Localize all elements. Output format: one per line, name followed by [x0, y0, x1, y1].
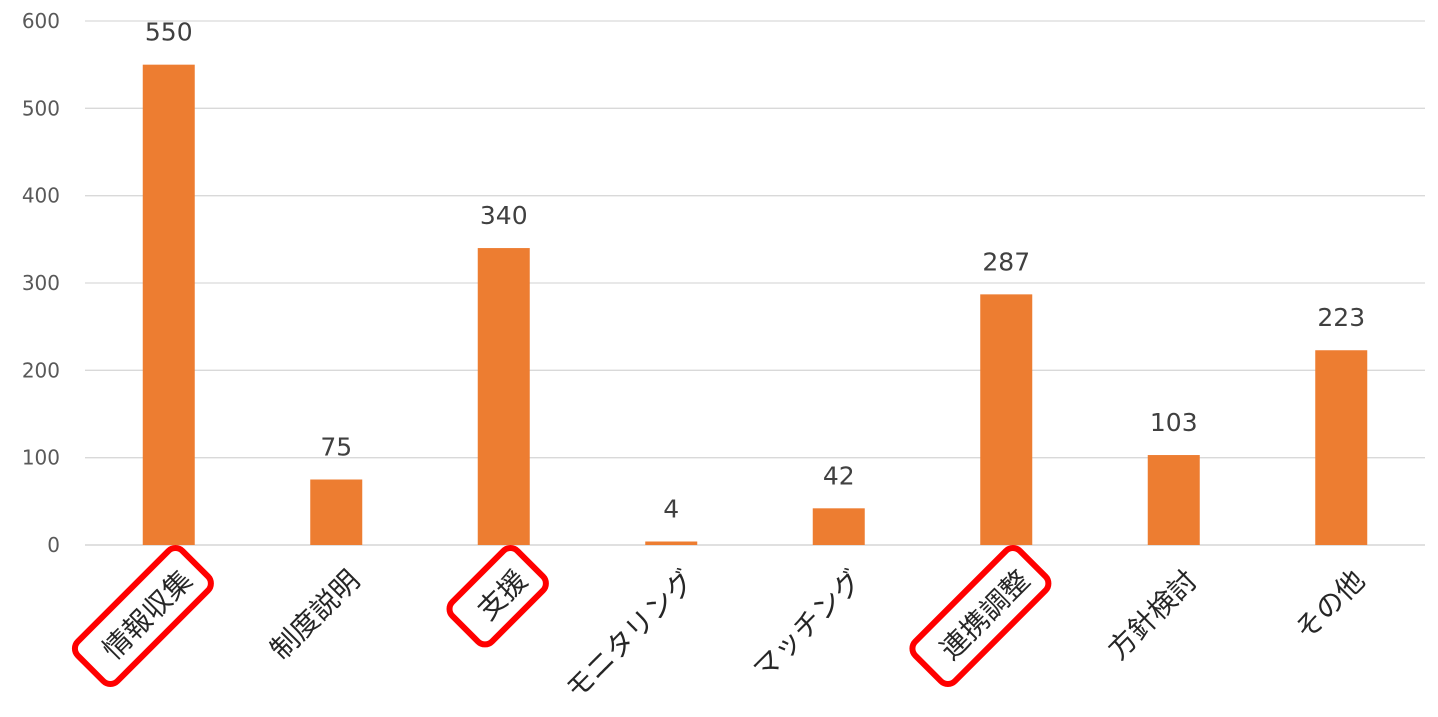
- highlight-box: [909, 545, 1052, 687]
- category-tick: その他: [1289, 564, 1372, 647]
- bar: [310, 479, 363, 545]
- category-tick: 制度説明: [264, 564, 367, 667]
- bars: [142, 64, 1368, 546]
- bar: [812, 508, 865, 545]
- category-tick: マッチング: [746, 564, 868, 686]
- y-tick-label: 400: [22, 184, 60, 208]
- highlight-box: [446, 545, 549, 648]
- y-tick-label: 600: [22, 9, 60, 33]
- data-label: 223: [1317, 303, 1365, 332]
- bar: [645, 541, 698, 545]
- category-label: モニタリング: [559, 564, 701, 706]
- data-label: 75: [320, 433, 352, 462]
- category-tick: 方針検討: [1101, 564, 1204, 667]
- highlight-box: [71, 545, 214, 687]
- category-label: マッチング: [746, 564, 868, 686]
- bar: [1147, 455, 1200, 545]
- data-label: 103: [1150, 408, 1198, 437]
- y-tick-label: 0: [47, 533, 60, 557]
- data-label: 340: [480, 201, 528, 230]
- bar: [980, 294, 1033, 545]
- bar: [1315, 350, 1368, 545]
- y-axis-ticks: 0 100 200 300 400 500 600: [22, 9, 60, 557]
- category-tick: 情報収集: [71, 545, 214, 687]
- category-labels: 情報収集 制度説明 支援 モニタリング マッチング 連携調整 方針検討 その他: [71, 545, 1372, 706]
- category-label: 方針検討: [1101, 564, 1204, 667]
- gridlines: [85, 20, 1425, 546]
- data-labels: 550 75 340 4 42 287 103 223: [145, 18, 1365, 524]
- category-tick: モニタリング: [559, 564, 701, 706]
- y-tick-label: 300: [22, 271, 60, 295]
- y-tick-label: 200: [22, 358, 60, 382]
- category-tick: 支援: [446, 545, 549, 648]
- data-label: 287: [982, 247, 1030, 276]
- data-label: 42: [823, 461, 855, 490]
- bar: [477, 248, 530, 546]
- y-tick-label: 100: [22, 446, 60, 470]
- category-label: 制度説明: [264, 564, 367, 667]
- category-label: その他: [1289, 564, 1372, 647]
- bar: [142, 64, 195, 546]
- y-tick-label: 500: [22, 96, 60, 120]
- data-label: 550: [145, 18, 193, 47]
- data-label: 4: [663, 495, 679, 524]
- category-tick: 連携調整: [909, 545, 1052, 687]
